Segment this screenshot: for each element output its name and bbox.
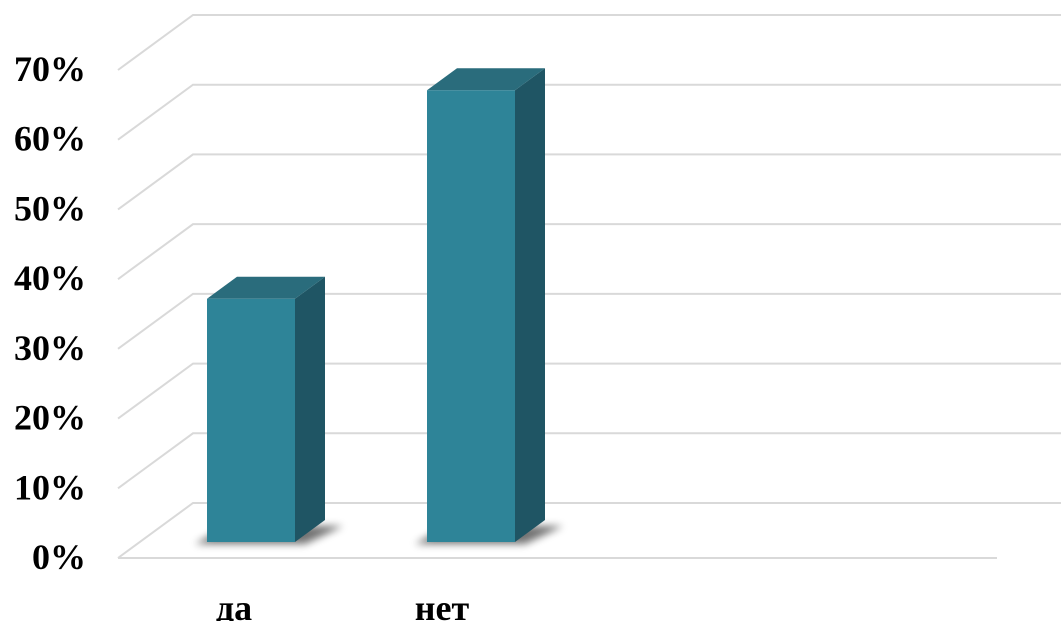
bar-side-face <box>515 68 545 542</box>
y-tick-label: 20% <box>14 398 86 438</box>
gridline <box>117 14 1061 71</box>
bar-front-face <box>207 298 295 542</box>
gridline <box>117 223 1061 280</box>
bar <box>415 68 563 544</box>
y-tick-label: 60% <box>14 119 86 159</box>
y-tick-label: 70% <box>14 49 86 89</box>
gridline <box>117 362 1061 420</box>
y-tick-label: 50% <box>14 188 86 228</box>
y-tick-label: 30% <box>14 328 86 368</box>
x-axis-category-labels: да нет <box>216 588 470 626</box>
gridline <box>117 153 1061 211</box>
y-tick-label: 0% <box>32 537 86 577</box>
bar-top-face <box>427 68 545 91</box>
bar-side-face <box>295 276 325 542</box>
gridline <box>117 292 1061 350</box>
y-axis-tick-labels: 0% 10% 20% 30% 40% 50% 60% 70% <box>14 49 86 577</box>
y-tick-label: 40% <box>14 258 86 298</box>
y-tick-label: 10% <box>14 467 86 507</box>
gridlines <box>117 14 1061 559</box>
gridline <box>117 502 1061 559</box>
gridline <box>117 432 1061 490</box>
bar <box>195 276 343 544</box>
bars <box>195 68 563 544</box>
bar-front-face <box>427 90 515 542</box>
bar-top-face <box>207 276 325 299</box>
gridline <box>117 83 1061 141</box>
x-category-label: нет <box>415 588 470 621</box>
x-category-label: да <box>216 588 252 621</box>
